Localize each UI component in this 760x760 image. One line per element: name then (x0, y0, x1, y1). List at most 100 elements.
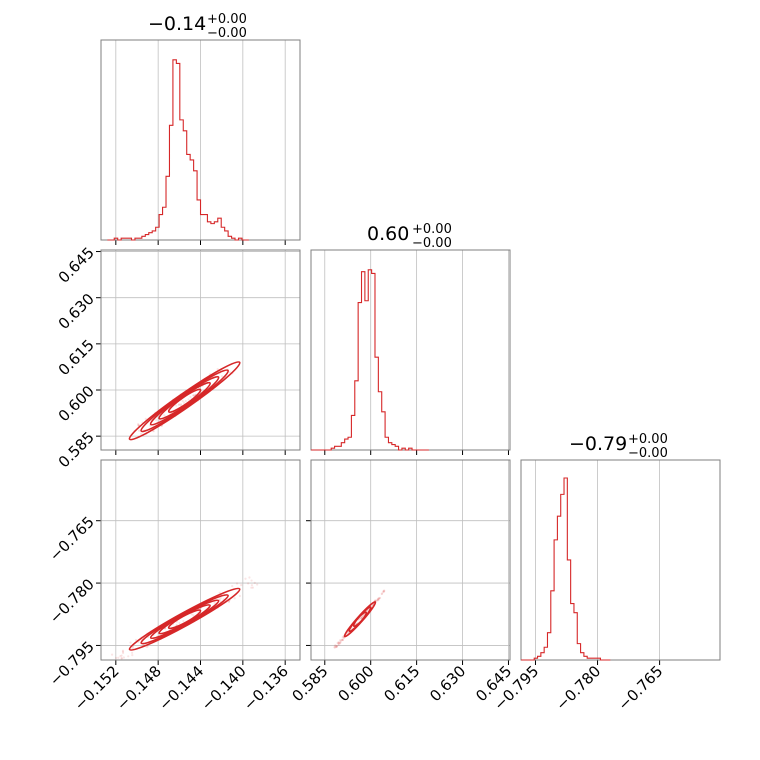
sample-point (333, 645, 337, 648)
x-tick-label: 0.585 (289, 662, 332, 705)
sample-point (335, 645, 338, 648)
density-contour-4 (128, 587, 241, 651)
sample-point (382, 590, 386, 593)
x-tick-label: −0.144 (155, 662, 207, 714)
sample-point (152, 430, 155, 433)
sample-point (339, 639, 342, 642)
sample-point (134, 638, 138, 642)
sample-point (227, 600, 231, 604)
sample-point (120, 657, 123, 660)
sample-point (115, 656, 118, 660)
sample-point (383, 589, 386, 592)
density-contour-1 (158, 381, 211, 420)
sample-point (378, 596, 382, 600)
sample-point (380, 592, 384, 595)
sample-point (253, 581, 256, 585)
sample-point (175, 404, 178, 407)
sample-point (121, 650, 125, 653)
sample-point (235, 582, 239, 585)
sample-point (359, 617, 362, 620)
sample-point (247, 582, 250, 585)
sample-point (213, 601, 216, 604)
y-tick-label: −0.765 (46, 513, 98, 565)
sample-point (182, 619, 185, 623)
sample-point (337, 643, 340, 647)
y-tick-label: 0.585 (55, 428, 98, 471)
sample-point (341, 638, 344, 642)
sample-point (377, 597, 380, 600)
sample-point (334, 646, 337, 649)
x-tick-label: −0.136 (240, 662, 292, 714)
x-tick-label: −0.780 (552, 662, 604, 714)
sample-point (144, 417, 147, 421)
histogram-step-2 (521, 477, 611, 661)
y-tick-label: 0.645 (55, 244, 98, 287)
density-contour-3 (140, 594, 229, 645)
sample-point (248, 576, 251, 579)
sample-point (377, 597, 380, 600)
histogram-step-1 (311, 269, 429, 451)
sample-point (218, 598, 221, 601)
x-tick-label: −0.148 (113, 662, 165, 714)
sample-point (334, 644, 337, 647)
sample-point (238, 594, 242, 598)
sample-point (341, 638, 344, 641)
title-param-0: −0.14 +0.00 −0.00 (148, 12, 247, 41)
sample-point (129, 641, 132, 644)
histogram-step-0 (107, 59, 249, 241)
density-contour-0 (167, 388, 202, 413)
sample-point (360, 617, 363, 620)
sample-point (374, 599, 377, 602)
sample-point (244, 577, 247, 580)
sample-point (139, 432, 143, 435)
sample-point (137, 423, 140, 426)
y-tick-label: 0.615 (55, 336, 98, 379)
sample-point (383, 590, 386, 593)
y-tick-label: 0.630 (55, 290, 98, 333)
sample-point (333, 646, 336, 649)
sample-point (341, 636, 344, 639)
x-tick-label: 0.615 (380, 662, 423, 705)
density-contour-3 (140, 369, 229, 433)
sample-point (335, 644, 338, 648)
pair-panel-0-2: −0.152−0.148−0.144−0.140−0.136−0.795−0.7… (46, 459, 301, 714)
sample-point (339, 642, 342, 645)
sample-point (131, 646, 134, 649)
panel-frame (310, 459, 511, 661)
sample-point (138, 429, 141, 432)
density-contour-2 (149, 599, 220, 640)
y-tick-label: 0.600 (55, 382, 98, 425)
title-err-plus-0: +0.00 (207, 12, 247, 27)
sample-point (228, 371, 232, 374)
sample-point (378, 596, 381, 600)
sample-point (178, 403, 181, 406)
title-value-0: −0.14 (148, 13, 206, 35)
sample-point (376, 598, 379, 601)
density-contour-0 (167, 609, 202, 630)
title-err-plus-1: +0.00 (412, 222, 452, 237)
sample-point (256, 583, 259, 586)
panel-frame (100, 459, 301, 661)
x-tick-label: −0.765 (614, 662, 666, 714)
sample-point (382, 589, 385, 593)
sample-point (377, 598, 380, 602)
density-contour-2 (343, 601, 377, 638)
sample-point (216, 367, 219, 371)
sample-point (337, 642, 340, 645)
panel-frame (310, 249, 511, 451)
pair-panel-1-2: 0.585 0.600 0.615 0.630 0.645 (289, 459, 515, 705)
sample-point (120, 654, 123, 657)
sample-point (187, 398, 190, 401)
title-value-1: 0.60 (367, 223, 409, 245)
sample-point (337, 642, 340, 645)
title-param-1: 0.60 +0.00 −0.00 (367, 222, 452, 251)
sample-point (337, 641, 340, 645)
title-param-2: −0.79 +0.00 −0.00 (569, 432, 668, 461)
sample-point (122, 651, 125, 655)
sample-point (178, 621, 181, 625)
sample-point (233, 597, 236, 600)
density-contour-2 (149, 375, 220, 426)
sample-point (360, 616, 363, 619)
